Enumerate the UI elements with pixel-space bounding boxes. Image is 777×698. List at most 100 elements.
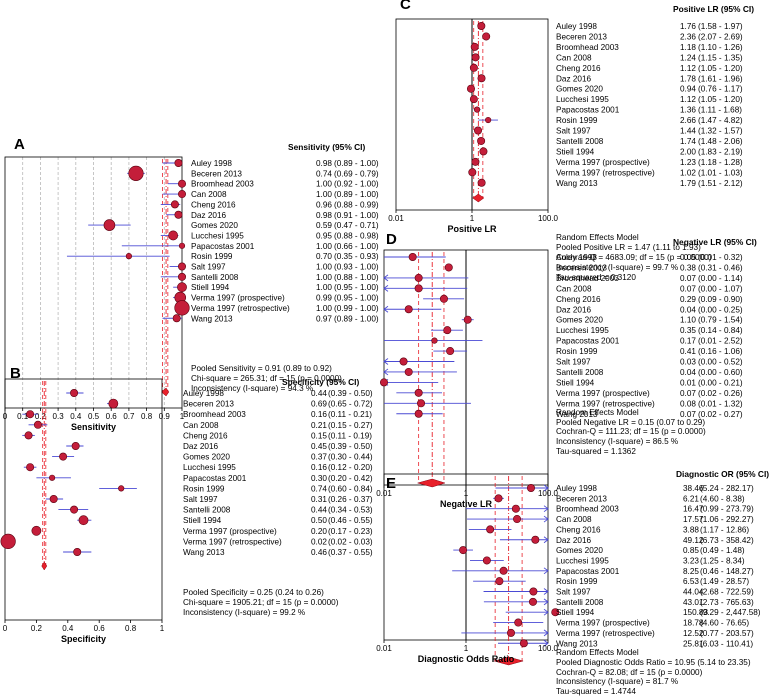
panel-b-study-label: Cheng 2016 bbox=[183, 431, 228, 440]
panel-d-value-label: 0.03 bbox=[680, 358, 696, 367]
panel-d-study-label: Verma 1997 (prospective) bbox=[556, 389, 650, 398]
panel-c-point bbox=[468, 168, 477, 177]
panel-c-study-label: Cheng 2016 bbox=[556, 64, 601, 73]
panel-a-ci-label: (0.69 - 0.79) bbox=[334, 169, 379, 178]
panel-a-value-label: 0.98 bbox=[316, 159, 332, 168]
panel-a-study-label: Broomhead 2003 bbox=[191, 180, 254, 189]
panel-d-point bbox=[446, 347, 455, 356]
panel-e-ci-arrow-right bbox=[543, 608, 549, 616]
panel-b-point bbox=[73, 547, 82, 556]
panel-a-point bbox=[128, 165, 144, 181]
panel-c-ci-label: (1.10 - 1.26) bbox=[698, 43, 743, 52]
panel-b-ci-label: (0.12 - 0.20) bbox=[328, 463, 373, 472]
panel-b-value-label: 0.74 bbox=[311, 484, 327, 493]
panel-d-ci-label: (0.00 - 0.60) bbox=[698, 368, 743, 377]
panel-d-value-label: 0.04 bbox=[680, 305, 696, 314]
panel-a-ci-label: (0.88 - 0.99) bbox=[334, 200, 379, 209]
panel-d-value-label: 0.08 bbox=[680, 399, 696, 408]
panel-e-ci-label: (1.17 - 12.86) bbox=[700, 525, 749, 534]
panel-d-ci-label: (0.02 - 0.26) bbox=[698, 389, 743, 398]
panel-c-point bbox=[477, 74, 486, 83]
panel-c-point bbox=[477, 136, 486, 145]
panel-a-x-tick-label: 0.2 bbox=[35, 412, 47, 421]
panel-e-ci-label: (2.73 - 765.63) bbox=[700, 598, 754, 607]
panel-a-ci-label: (0.89 - 1.00) bbox=[334, 190, 379, 199]
panel-b-x-axis-label: Specificity bbox=[61, 634, 106, 644]
panel-e-ci-arrow-right bbox=[543, 629, 549, 637]
panel-c-summary-line: Tau-squared = 0.3120 bbox=[556, 273, 636, 282]
panel-e-x-axis-label: Diagnostic Odds Ratio bbox=[418, 654, 515, 664]
panel-b-x-tick-label: 1 bbox=[160, 624, 165, 633]
panel-d-ci-label: (0.79 - 1.54) bbox=[698, 316, 743, 325]
panel-c-ci-label: (1.83 - 2.19) bbox=[698, 147, 743, 156]
panel-b-study-label: Lucchesi 1995 bbox=[183, 463, 236, 472]
panel-e-study-label: Cheng 2016 bbox=[556, 525, 601, 534]
panel-d-point bbox=[414, 273, 423, 282]
panel-b-value-label: 0.15 bbox=[311, 431, 327, 440]
panel-a-summary-line: Chi-square = 265.31; df = 15 (p = 0.0000… bbox=[191, 374, 342, 383]
panel-c-study-label: Stiell 1994 bbox=[556, 147, 595, 156]
panel-b-point bbox=[31, 525, 42, 536]
panel-e-value-label: 18.78 bbox=[683, 619, 704, 628]
panel-b-ci-label: (0.65 - 0.72) bbox=[328, 400, 373, 409]
panel-e-ci-label: (4.60 - 76.65) bbox=[700, 619, 749, 628]
panel-a-point bbox=[125, 253, 132, 260]
panel-c-value-label: 1.44 bbox=[680, 127, 696, 136]
panel-e-ci-label: (0.77 - 203.57) bbox=[700, 629, 754, 638]
panel-a-value-label: 1.00 bbox=[316, 283, 332, 292]
panel-a-value-label: 0.98 bbox=[316, 211, 332, 220]
panel-b-value-label: 0.50 bbox=[311, 516, 327, 525]
panel-b-ci-label: (0.37 - 0.55) bbox=[328, 548, 373, 557]
panel-e-ci-label: (6.03 - 110.41) bbox=[700, 639, 753, 648]
panel-c-study-label: Salt 1997 bbox=[556, 127, 591, 136]
panel-d-point bbox=[404, 305, 413, 314]
panel-b-study-label: Gomes 2020 bbox=[183, 453, 230, 462]
panel-a-ci-label: (0.93 - 1.00) bbox=[334, 263, 379, 272]
panel-b-summary-line: Inconsistency (I-square) = 99.2 % bbox=[183, 608, 305, 617]
panel-a-x-tick-label: 0.8 bbox=[141, 412, 153, 421]
panel-c-x-tick-label: 100.0 bbox=[538, 214, 559, 223]
panel-a-value-label: 1.00 bbox=[316, 190, 332, 199]
panel-a-study-label: Wang 2013 bbox=[191, 314, 233, 323]
panel-e-point bbox=[511, 504, 520, 513]
panel-a-value-label: 0.97 bbox=[316, 314, 332, 323]
panel-d-value-label: 0.01 bbox=[680, 378, 696, 387]
panel-e-ci-label: (0.46 - 148.27) bbox=[700, 567, 754, 576]
panel-a-study-label: Papacostas 2001 bbox=[191, 242, 255, 251]
panel-e-study-label: Daz 2016 bbox=[556, 536, 591, 545]
panel-b-point bbox=[59, 452, 68, 461]
panel-a-value-label: 0.99 bbox=[316, 294, 332, 303]
panel-b-point bbox=[24, 431, 33, 440]
panel-d-value-label: 0.07 bbox=[680, 284, 696, 293]
panel-c-summary-line: Pooled Positive LR = 1.47 (1.11 to 1.93) bbox=[556, 243, 701, 252]
panel-a-point bbox=[178, 179, 187, 188]
panel-b-value-label: 0.37 bbox=[311, 453, 327, 462]
panel-b-point bbox=[78, 515, 89, 526]
panel-d-value-label: 1.10 bbox=[680, 316, 696, 325]
panel-b-study-label: Broomhead 2003 bbox=[183, 410, 246, 419]
panel-e-ci-label: (6.73 - 358.42) bbox=[700, 536, 754, 545]
panel-d-point bbox=[431, 337, 438, 344]
panel-c-point bbox=[469, 95, 478, 104]
panel-c-point bbox=[479, 147, 488, 156]
panel-b-summary-line: Pooled Specificity = 0.25 (0.24 to 0.26) bbox=[183, 588, 324, 597]
panel-d-value-label: 0.04 bbox=[680, 368, 696, 377]
panel-a-summary-line: Pooled Sensitivity = 0.91 (0.89 to 0.92) bbox=[191, 364, 332, 373]
panel-c-ci-label: (1.15 - 1.35) bbox=[698, 53, 743, 62]
panel-a-study-label: Cheng 2016 bbox=[191, 200, 236, 209]
panel-b-value-label: 0.16 bbox=[311, 463, 327, 472]
panel-a-study-label: Rosin 1999 bbox=[191, 252, 233, 261]
panel-e-value-label: 0.85 bbox=[683, 546, 699, 555]
panel-d-summary-line: Random Effects Model bbox=[556, 408, 639, 417]
panel-b-value-label: 0.20 bbox=[311, 527, 327, 536]
panel-a-study-label: Verma 1997 (retrospective) bbox=[191, 304, 290, 313]
panel-b-study-label: Salt 1997 bbox=[183, 495, 218, 504]
panel-d-study-label: Wang 2013 bbox=[556, 410, 598, 419]
panel-b-ci-label: (0.34 - 0.53) bbox=[328, 506, 373, 515]
panel-e-summary-line: Random Effects Model bbox=[556, 648, 639, 657]
panel-b-pooled-diamond bbox=[41, 561, 48, 571]
panel-d-summary-line: Inconsistency (I-square) = 86.5 % bbox=[556, 437, 678, 446]
panel-e-point bbox=[531, 535, 540, 544]
panel-c-study-label: Daz 2016 bbox=[556, 74, 591, 83]
